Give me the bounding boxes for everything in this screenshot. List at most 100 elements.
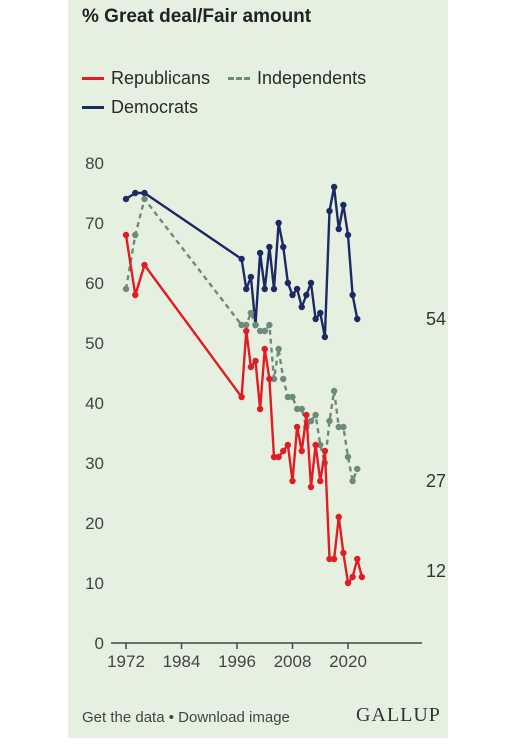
data-point-republicans <box>270 453 278 461</box>
footer-separator: • <box>164 709 179 726</box>
y-tick-label: 60 <box>85 274 104 293</box>
data-point-independents <box>317 441 324 449</box>
data-point-republicans <box>298 447 305 455</box>
series-line-republicans <box>124 234 364 585</box>
chart-title: % Great deal/Fair amount <box>82 6 312 27</box>
legend-item-independents: Independents <box>228 68 366 89</box>
legend-item-republicans: Republicans <box>82 68 210 89</box>
data-point-democrats <box>307 279 315 287</box>
x-tick-label: 1996 <box>218 652 256 671</box>
data-point-republicans <box>330 555 338 563</box>
data-point-independents <box>312 411 319 419</box>
data-point-independents <box>247 309 255 317</box>
data-point-democrats <box>321 333 329 341</box>
data-point-democrats <box>284 279 292 287</box>
data-point-independents <box>280 375 287 383</box>
data-point-independents <box>298 405 305 413</box>
data-point-independents <box>335 423 342 431</box>
data-point-republicans <box>321 447 329 455</box>
data-point-independents <box>261 327 268 335</box>
data-point-democrats <box>261 285 268 293</box>
data-point-independents <box>330 387 338 395</box>
data-point-republicans <box>256 405 264 413</box>
x-tick-label: 1984 <box>163 652 201 671</box>
data-point-republicans <box>284 441 292 449</box>
data-point-democrats <box>132 189 139 197</box>
data-point-democrats <box>270 285 278 293</box>
data-point-democrats <box>349 291 356 299</box>
y-tick-label: 20 <box>85 514 104 533</box>
legend-swatch-independents <box>228 77 250 80</box>
data-point-republicans <box>317 477 324 485</box>
data-point-independents <box>293 405 301 413</box>
data-point-republicans <box>307 483 315 491</box>
data-point-independents <box>270 375 278 383</box>
data-point-independents <box>275 345 282 353</box>
download-image-link[interactable]: Download image <box>178 709 290 726</box>
data-point-independents <box>122 285 130 293</box>
data-point-democrats <box>243 285 250 293</box>
data-point-republicans <box>266 375 273 383</box>
x-tick-label: 2008 <box>274 652 312 671</box>
data-point-republicans <box>122 231 130 239</box>
chart-card <box>68 0 448 738</box>
data-point-republicans <box>132 291 139 299</box>
data-point-independents <box>354 465 361 473</box>
data-point-democrats <box>266 243 273 251</box>
y-tick-label: 30 <box>85 454 104 473</box>
data-point-independents <box>238 321 245 329</box>
data-point-democrats <box>317 309 324 317</box>
y-tick-label: 0 <box>95 634 104 653</box>
data-point-democrats <box>141 189 148 197</box>
data-point-republicans <box>340 549 347 557</box>
footer: Get the data • Download image <box>82 709 290 726</box>
data-point-independents <box>252 321 259 329</box>
data-point-republicans <box>261 345 268 353</box>
gallup-logo: GALLUP <box>356 704 441 726</box>
data-point-republicans <box>326 555 333 563</box>
data-point-republicans <box>349 573 356 581</box>
legend-item-democrats: Democrats <box>82 97 198 118</box>
data-point-independents <box>326 417 333 425</box>
data-point-democrats <box>335 225 342 233</box>
y-tick-label: 70 <box>85 214 104 233</box>
legend-swatch-democrats <box>82 106 104 109</box>
data-point-democrats <box>330 183 338 191</box>
data-point-democrats <box>298 303 305 311</box>
legend-swatch-republicans <box>82 77 104 80</box>
data-point-independents <box>132 231 139 239</box>
series-line-independents <box>124 197 359 483</box>
data-point-republicans <box>358 573 366 581</box>
data-point-republicans <box>289 477 296 485</box>
data-point-democrats <box>122 195 130 203</box>
data-point-republicans <box>303 411 310 419</box>
data-point-democrats <box>247 273 255 281</box>
data-point-independents <box>340 423 347 431</box>
data-point-independents <box>307 417 315 425</box>
get-data-link[interactable]: Get the data <box>82 709 165 726</box>
data-point-independents <box>141 195 148 203</box>
y-tick-label: 10 <box>85 574 104 593</box>
data-point-republicans <box>238 393 245 401</box>
data-point-republicans <box>344 579 352 587</box>
y-tick-label: 50 <box>85 334 104 353</box>
y-tick-label: 80 <box>85 154 104 173</box>
data-point-republicans <box>293 423 301 431</box>
data-point-independents <box>289 393 296 401</box>
data-point-independents <box>349 477 356 485</box>
data-point-republicans <box>243 327 250 335</box>
data-point-democrats <box>303 291 310 299</box>
data-point-republicans <box>312 441 319 449</box>
data-point-democrats <box>340 201 347 209</box>
data-point-republicans <box>141 261 148 269</box>
x-tick-label: 1972 <box>107 652 145 671</box>
end-label-democrats: 54 <box>426 309 446 329</box>
data-point-independents <box>256 327 264 335</box>
data-point-republicans <box>335 513 342 521</box>
y-tick-label: 40 <box>85 394 104 413</box>
data-point-democrats <box>275 219 282 227</box>
data-point-democrats <box>326 207 333 215</box>
end-label-republicans: 12 <box>426 561 446 581</box>
legend-label-democrats: Democrats <box>111 97 199 117</box>
